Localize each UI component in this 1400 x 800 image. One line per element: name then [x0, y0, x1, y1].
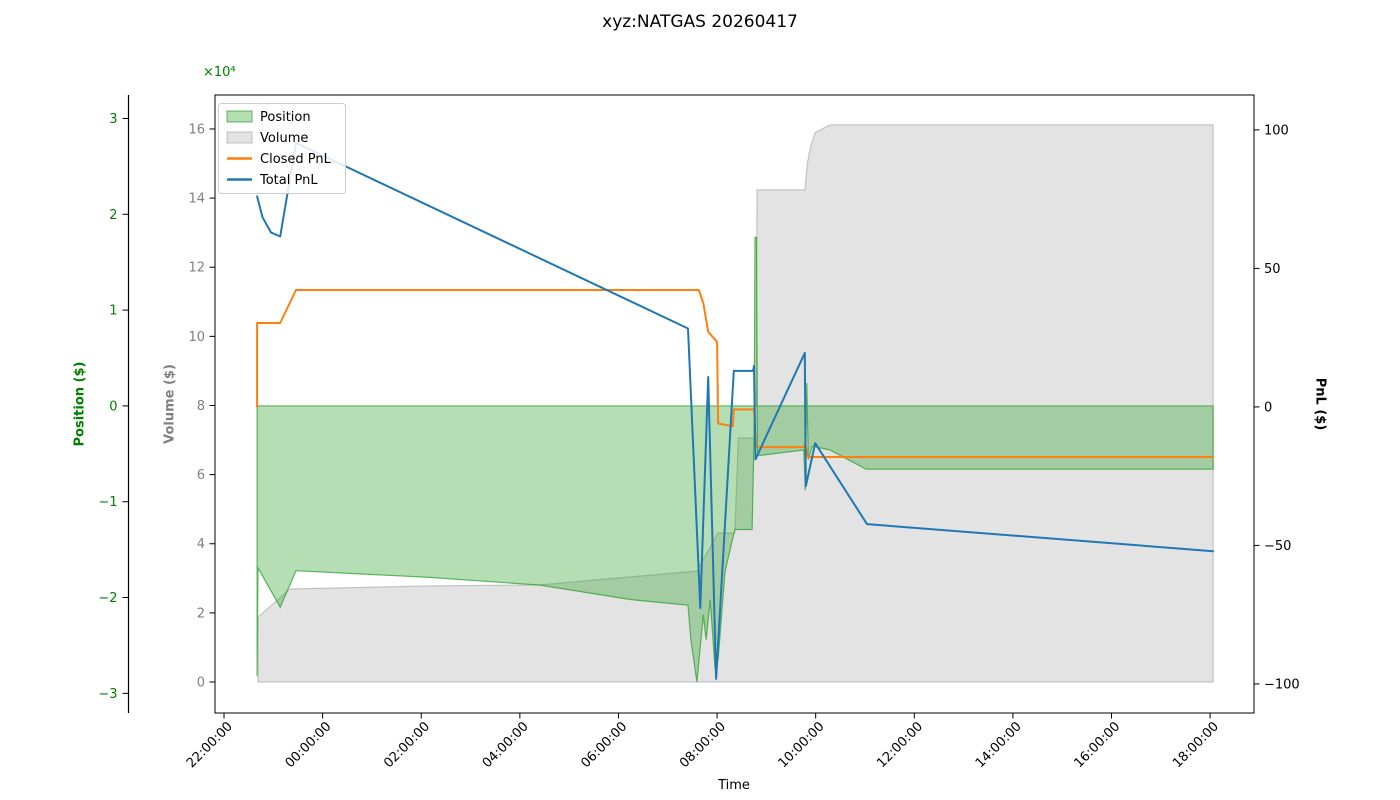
position-tick-label: 1 — [109, 304, 117, 319]
legend-swatch-patch — [226, 110, 253, 123]
position-tick-label: 2 — [109, 208, 117, 223]
position-tick-label: −2 — [98, 591, 117, 606]
area-volume — [257, 124, 1214, 683]
pnl-tick-label: −50 — [1264, 539, 1291, 554]
x-axis-label: Time — [718, 778, 750, 793]
x-tick-label: 16:00:00 — [1071, 719, 1123, 771]
x-tick-label: 08:00:00 — [677, 719, 729, 771]
position-tick-label: 0 — [109, 399, 117, 414]
volume-tick-label: 12 — [188, 261, 205, 276]
legend: Position Volume Closed PnL Total PnL — [218, 103, 346, 194]
volume-tick-label: 0 — [197, 675, 205, 690]
legend-label: Closed PnL — [260, 152, 332, 167]
position-tick-label: 3 — [109, 112, 117, 127]
x-tick-label: 04:00:00 — [480, 719, 532, 771]
volume-tick-label: 14 — [188, 192, 205, 207]
x-tick-label: 06:00:00 — [578, 719, 630, 771]
chart-title: xyz:NATGAS 20260417 — [602, 12, 798, 32]
position-offset-text: ×10⁴ — [203, 65, 236, 80]
x-tick-label: 00:00:00 — [283, 719, 335, 771]
legend-item-position: Position — [226, 110, 311, 125]
area-position — [256, 236, 1214, 682]
x-tick-label: 18:00:00 — [1170, 719, 1222, 771]
position-tick-label: −3 — [98, 687, 117, 702]
legend-item-closed-pnl: Closed PnL — [227, 152, 332, 167]
volume-tick-label: 2 — [197, 606, 205, 621]
volume-tick-label: 8 — [197, 399, 205, 414]
legend-swatch-patch — [226, 131, 253, 144]
legend-item-total-pnl: Total PnL — [227, 173, 318, 188]
position-tick-label: −1 — [98, 495, 117, 510]
legend-label: Total PnL — [259, 173, 318, 188]
plot-border — [214, 94, 1255, 714]
volume-tick-label: 4 — [197, 537, 205, 552]
x-tick-label: 02:00:00 — [381, 719, 433, 771]
plot-data-layer — [256, 124, 1215, 683]
pnl-tick-label: 0 — [1264, 400, 1272, 415]
x-tick-label: 14:00:00 — [973, 719, 1025, 771]
x-tick-label: 22:00:00 — [184, 719, 236, 771]
x-tick-label: 12:00:00 — [874, 719, 926, 771]
volume-tick-label: 16 — [188, 122, 205, 137]
legend-label: Volume — [260, 131, 308, 146]
pnl-tick-label: 50 — [1264, 262, 1281, 277]
line-closed-pnl — [256, 289, 1215, 458]
legend-item-volume: Volume — [226, 131, 308, 146]
volume-tick-label: 6 — [197, 468, 205, 483]
legend-label: Position — [260, 110, 311, 125]
pnl-tick-label: 100 — [1264, 123, 1289, 138]
legend-box — [218, 103, 346, 194]
x-tick-label: 10:00:00 — [776, 719, 828, 771]
pnl-tick-label: −100 — [1264, 677, 1300, 692]
line-total-pnl — [256, 141, 1215, 680]
volume-tick-label: 10 — [188, 330, 205, 345]
